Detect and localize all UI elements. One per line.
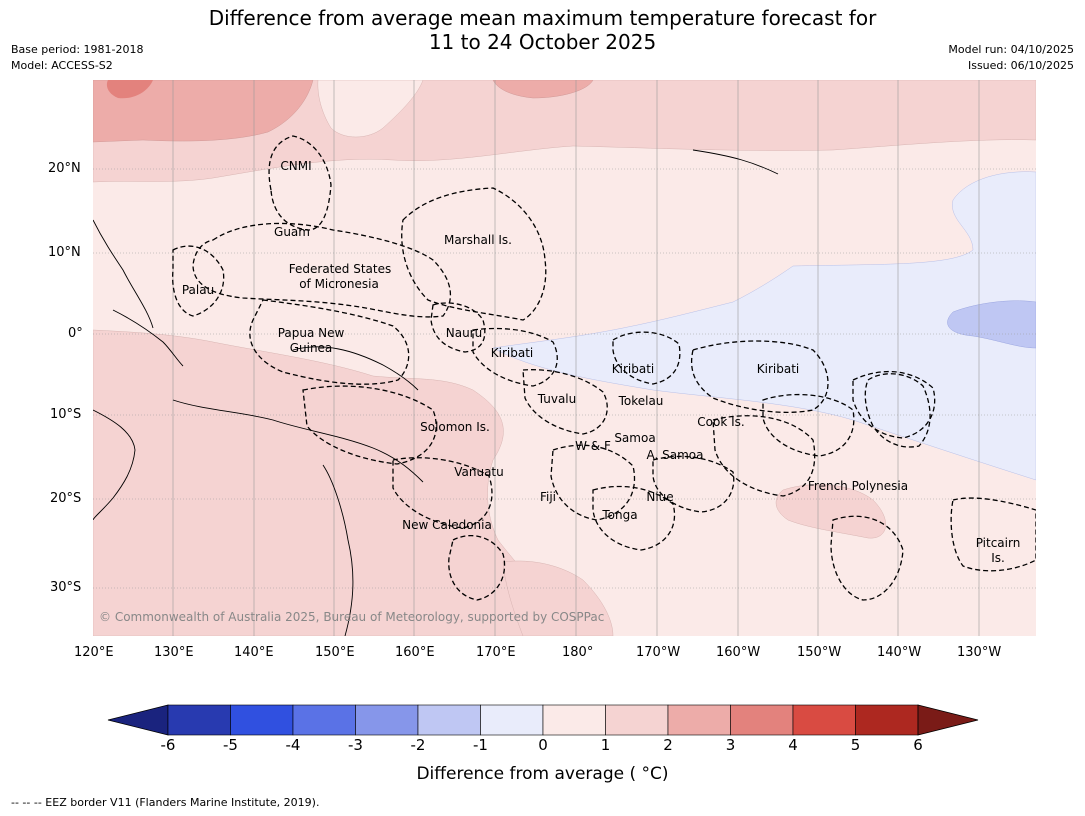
label-palau: Palau: [182, 283, 214, 297]
lon-label-160w: 160°W: [716, 645, 761, 660]
model-name: Model: ACCESS-S2: [11, 59, 113, 72]
anomaly-band-2-3-north: [93, 80, 314, 143]
lon-label-130w: 130°W: [957, 645, 1002, 660]
colorbar-tick-label: -3: [348, 736, 363, 754]
colorbar-tick-label: 1: [600, 736, 611, 754]
label-pitcairn-1: Pitcairn: [976, 536, 1021, 550]
model-run: Model run: 04/10/2025: [948, 43, 1074, 56]
lon-label-160e: 160°E: [395, 645, 435, 660]
label-cook: Cook Is.: [697, 415, 744, 429]
label-niue: Niue: [646, 490, 673, 504]
label-solomon: Solomon Is.: [420, 420, 490, 434]
title-line-2: 11 to 24 October 2025: [428, 30, 657, 54]
lon-label-150e: 150°E: [315, 645, 355, 660]
lat-label-10n: 10°N: [48, 245, 81, 260]
meta-left: Base period: 1981-2018 Model: ACCESS-S2: [11, 42, 143, 74]
label-kiribati-central: Kiribati: [612, 362, 654, 376]
colorbar-tick-label: 2: [663, 736, 673, 754]
label-kiribati-east: Kiribati: [757, 362, 799, 376]
copyright-notice: © Commonwealth of Australia 2025, Bureau…: [99, 610, 604, 624]
label-french-polynesia: French Polynesia: [808, 479, 908, 493]
label-american-samoa: A. Samoa: [647, 448, 704, 462]
label-vanuatu: Vanuatu: [454, 465, 504, 479]
anomaly-band-3-4-north: [106, 80, 153, 99]
forecast-map: CNMI Guam Marshall Is. Federated States …: [93, 80, 1036, 636]
colorbar-tick-label: -2: [410, 736, 426, 754]
lon-label-150w: 150°W: [797, 645, 842, 660]
colorbar: [107, 704, 979, 736]
lon-label-140e: 140°E: [234, 645, 274, 660]
anomaly-band-neg1-0-east: [492, 171, 1036, 481]
lon-label-120e: 120°E: [74, 645, 114, 660]
colorbar-tick-label: -6: [160, 736, 176, 754]
colorbar-tick-label: 5: [850, 736, 861, 754]
label-wallis-futuna: W & F: [575, 439, 611, 453]
colorbar-segment: [792, 704, 856, 736]
colorbar-segment: [605, 704, 669, 736]
colorbar-segment: [230, 704, 294, 736]
colorbar-extend-high: [917, 704, 979, 736]
anomaly-band-2-3-north-east: [492, 80, 594, 99]
label-fsm-2: of Micronesia: [299, 277, 379, 291]
label-cnmi: CNMI: [280, 159, 311, 173]
colorbar-label: Difference from average ( °C): [416, 764, 669, 784]
label-samoa: Samoa: [614, 431, 655, 445]
colorbar-segment: [667, 704, 731, 736]
label-kiribati-west: Kiribati: [491, 346, 533, 360]
label-tonga: Tonga: [601, 508, 637, 522]
colorbar-extend-low: [107, 704, 169, 736]
colorbar-tick-label: 0: [538, 736, 548, 754]
lat-label-0: 0°: [68, 326, 83, 341]
anomaly-band-neg2-neg1: [947, 300, 1036, 349]
label-marshall: Marshall Is.: [444, 233, 512, 247]
colorbar-segment: [855, 704, 919, 736]
lon-label-180: 180°: [562, 645, 594, 660]
colorbar-tick-label: -4: [285, 736, 301, 754]
map-title: Difference from average mean maximum tem…: [0, 6, 1085, 54]
anomaly-band-1-2-central: [502, 560, 614, 636]
label-pitcairn-2: Is.: [991, 551, 1005, 565]
lat-label-20s: 20°S: [50, 491, 82, 506]
label-fsm-1: Federated States: [289, 262, 391, 276]
colorbar-segment: [730, 704, 794, 736]
colorbar-segment: [355, 704, 419, 736]
label-tokelau: Tokelau: [618, 394, 664, 408]
meta-right: Model run: 04/10/2025 Issued: 06/10/2025: [948, 42, 1074, 74]
colorbar-segment: [167, 704, 231, 736]
colorbar-segment: [417, 704, 481, 736]
coastlines: [93, 149, 779, 636]
issued-date: Issued: 06/10/2025: [967, 59, 1074, 72]
label-fiji: Fiji: [540, 490, 556, 504]
eez-borders: [172, 135, 1036, 601]
footer-note: -- -- -- EEZ border V11 (Flanders Marine…: [11, 796, 320, 809]
lon-label-140w: 140°W: [877, 645, 922, 660]
label-nauru: Nauru: [446, 326, 482, 340]
anomaly-band-1-2-fp: [775, 484, 886, 539]
lat-label-20n: 20°N: [48, 161, 81, 176]
colorbar-segment: [480, 704, 544, 736]
label-new-caledonia: New Caledonia: [402, 518, 492, 532]
colorbar-tick-label: 3: [725, 736, 736, 754]
lon-label-170e: 170°E: [476, 645, 516, 660]
lat-label-10s: 10°S: [50, 407, 82, 422]
lon-label-130e: 130°E: [154, 645, 194, 660]
colorbar-tick-label: -1: [473, 736, 488, 754]
graticule: [93, 80, 1036, 636]
label-png-2: Guinea: [290, 341, 333, 355]
colorbar-tick-label: 4: [788, 736, 798, 754]
lon-label-170w: 170°W: [636, 645, 681, 660]
colorbar-tick-label: -5: [223, 736, 238, 754]
base-period: Base period: 1981-2018: [11, 43, 144, 56]
lat-label-30s: 30°S: [50, 580, 82, 595]
label-tuvalu: Tuvalu: [537, 392, 577, 406]
anomaly-pocket-0-1: [317, 80, 424, 138]
colorbar-tick-label: 6: [913, 736, 923, 754]
title-line-1: Difference from average mean maximum tem…: [208, 6, 877, 30]
label-png-1: Papua New: [278, 326, 345, 340]
label-guam: Guam: [274, 225, 310, 239]
colorbar-segment: [292, 704, 356, 736]
colorbar-segment: [542, 704, 606, 736]
